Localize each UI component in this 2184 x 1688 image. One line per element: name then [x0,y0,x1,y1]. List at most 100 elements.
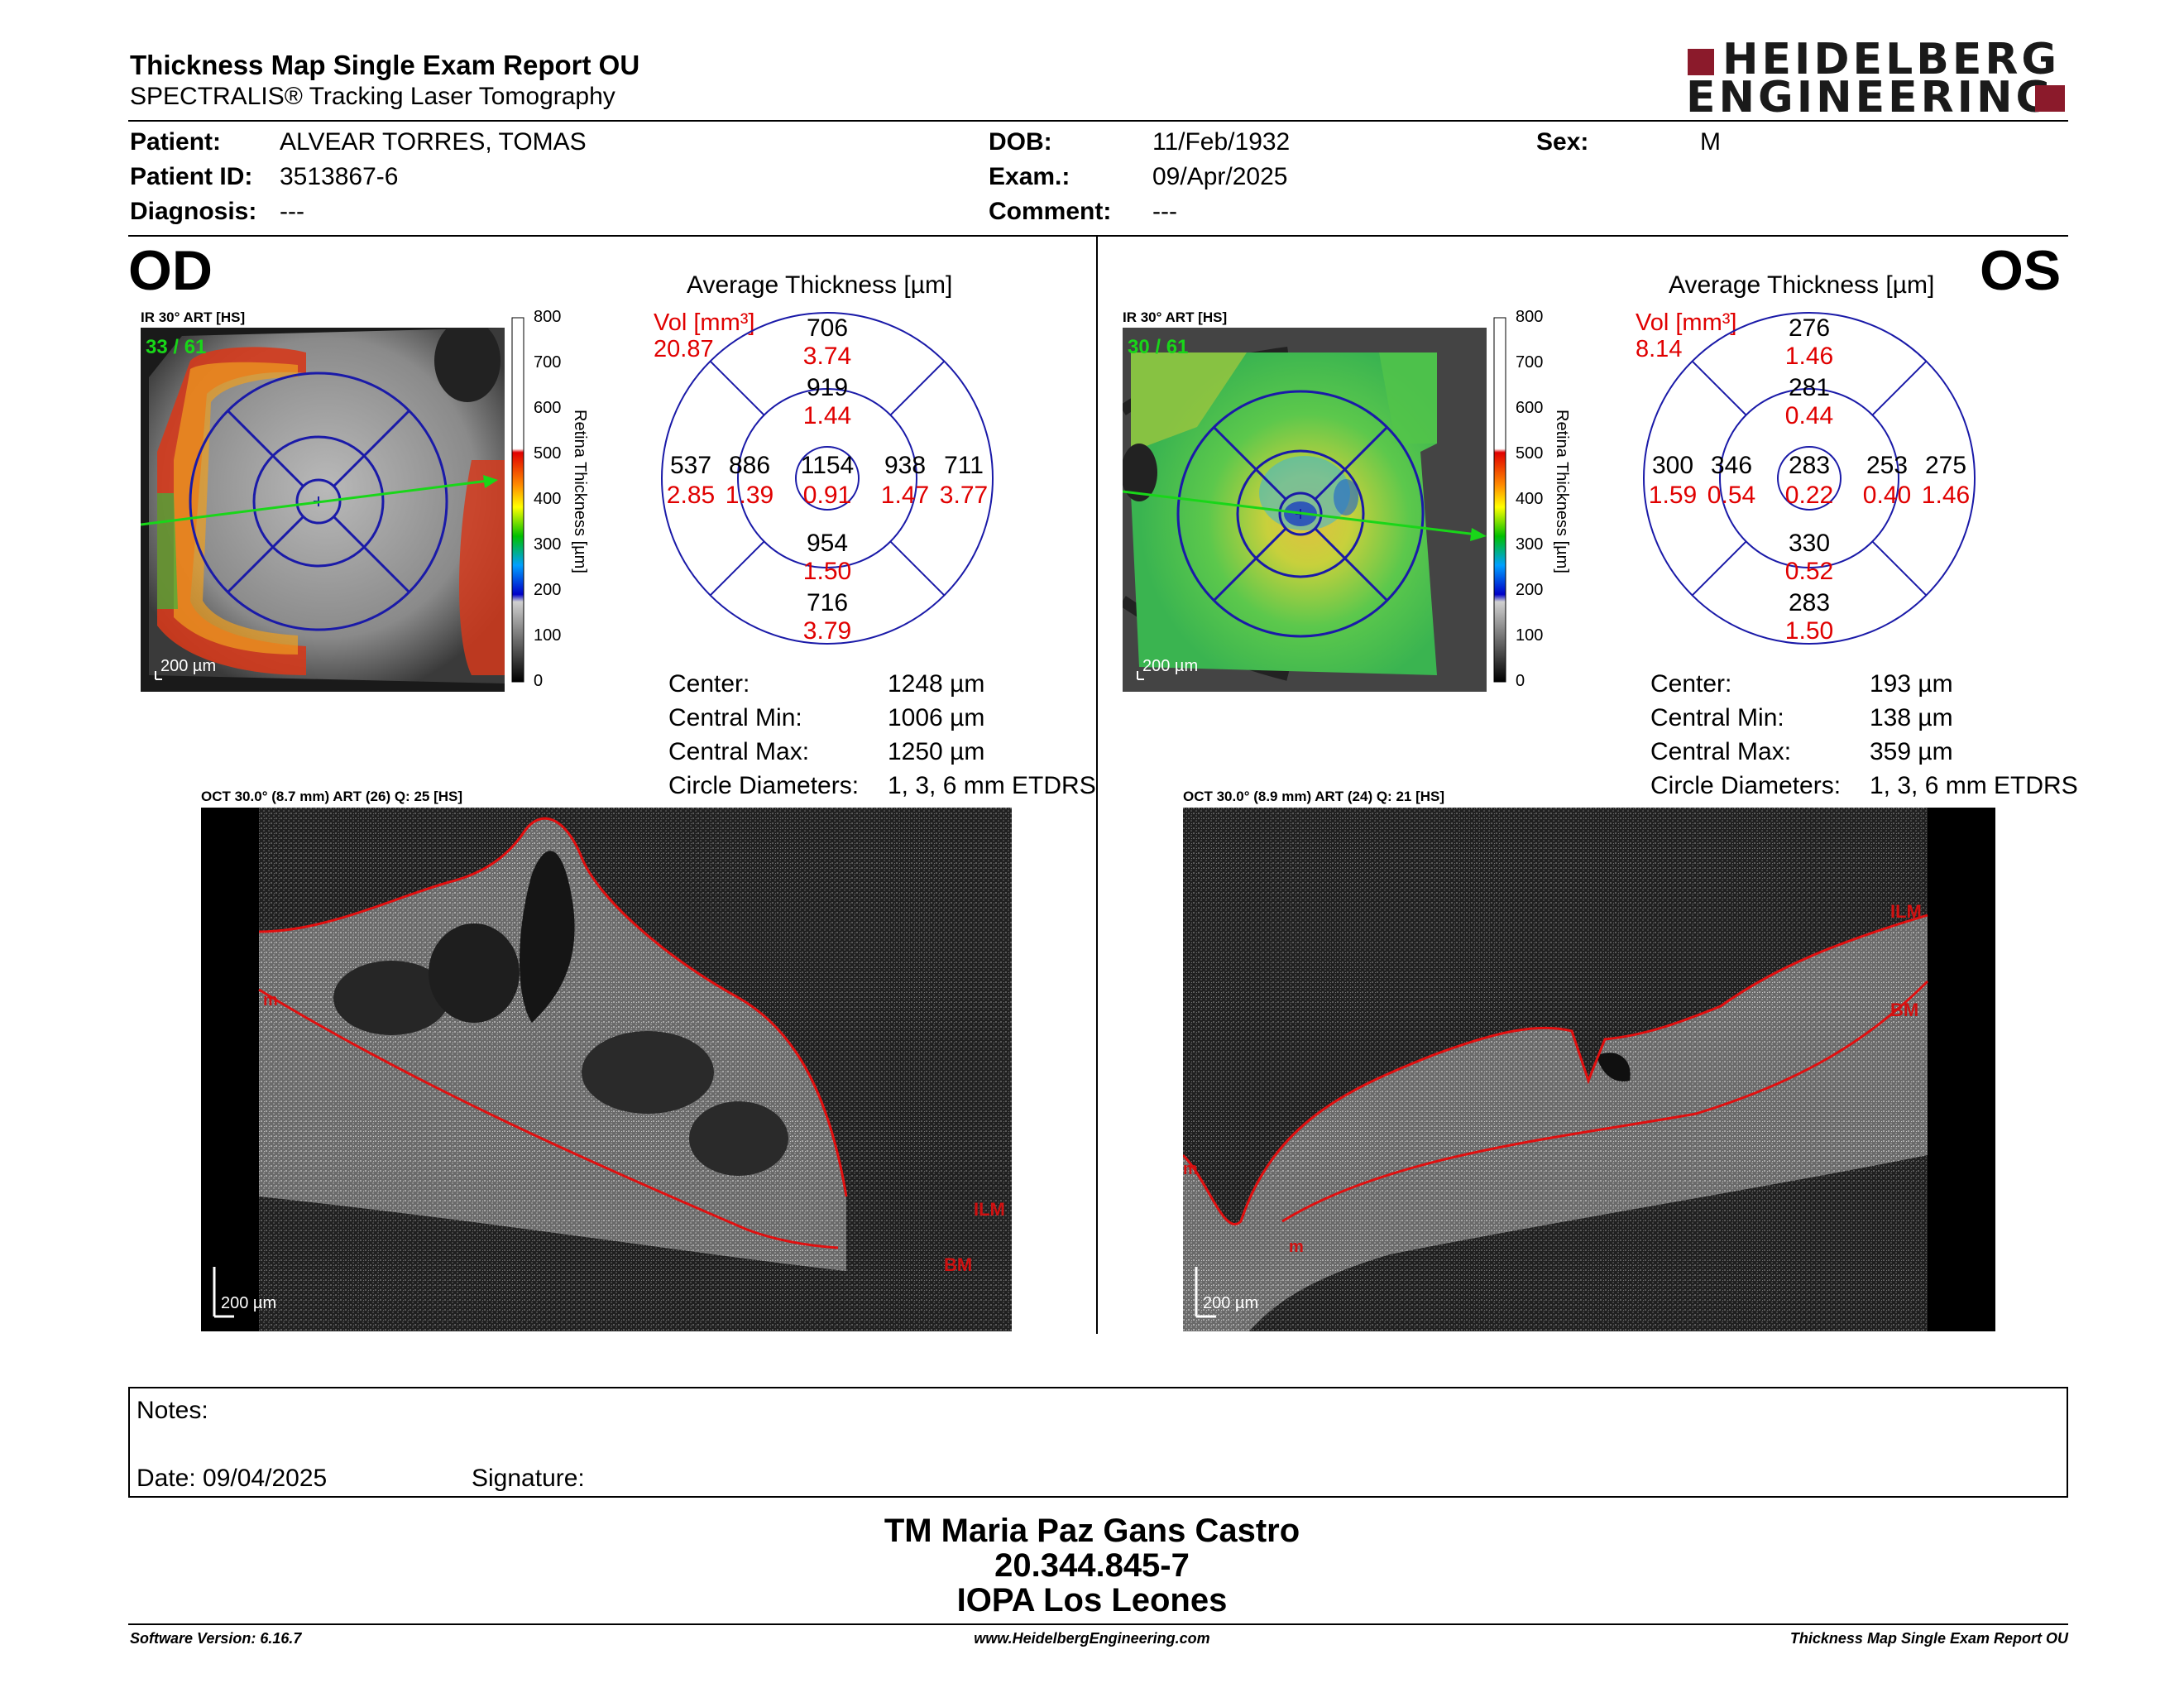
od-diam-value: 1, 3, 6 mm ETDRS [888,772,1096,799]
info-divider [128,235,2068,237]
od-scale-label: 200 µm [160,657,217,675]
footer-report-name: Thickness Map Single Exam Report OU [1789,1630,2068,1647]
os-tick-600: 600 [1516,399,1544,417]
os-right-inner: 253 [1866,452,1909,479]
eye-label-od: OD [128,239,213,302]
os-center-vol: 0.22 [1784,482,1834,509]
od-right-inner-vol: 1.47 [880,482,930,509]
od-bottom-outer: 716 [806,589,849,616]
eye-label-os: OS [1980,239,2062,302]
od-left-inner-vol: 1.39 [725,482,774,509]
os-tick-500: 500 [1516,444,1544,463]
os-left-inner-vol: 0.54 [1707,482,1756,509]
report-subtitle: SPECTRALIS® Tracking Laser Tomography [130,83,615,110]
od-top-inner-vol: 1.44 [802,402,852,429]
od-center-vol: 0.91 [802,482,852,509]
os-ir-caption: IR 30° ART [HS] [1123,309,1228,325]
dob: 11/Feb/1932 [1152,128,1291,156]
os-tick-200: 200 [1516,581,1544,599]
tick-500: 500 [534,444,562,463]
os-center-value: 193 µm [1870,670,1953,698]
os-vol-value: 8.14 [1636,336,1683,362]
od-left-inner: 886 [728,452,771,479]
od-frame-counter: 33 / 61 [146,336,207,358]
os-left-outer: 300 [1651,452,1694,479]
os-center-label: Center: [1650,670,1732,698]
os-thickness-map: 30 / 61 200 µm [1119,328,1487,692]
od-oct-ilm-label: ILM [974,1199,1005,1220]
os-oct-m2-label: m [1289,1238,1304,1256]
patient-id-label: Patient ID: [130,163,253,190]
os-oct-caption: OCT 30.0° (8.9 mm) ART (24) Q: 21 [HS] [1183,789,1445,804]
od-top-inner: 919 [806,374,849,401]
diagnosis-label: Diagnosis: [130,198,257,225]
tick-700: 700 [534,353,562,372]
footer-divider [128,1623,2068,1625]
os-tick-800: 800 [1516,308,1544,326]
website-link[interactable]: www.HeidelbergEngineering.com [974,1630,1210,1647]
tick-300: 300 [534,535,562,554]
od-center-label: Center: [668,670,750,698]
os-top-outer: 276 [1788,314,1831,342]
sex: M [1700,128,1721,156]
os-top-inner-vol: 0.44 [1784,402,1834,429]
od-etdrs-grid [661,312,994,645]
od-left-outer-vol: 2.85 [666,482,716,509]
os-top-inner: 281 [1788,374,1831,401]
od-bottom-inner: 954 [806,530,849,557]
od-oct-scale-label: 200 µm [221,1294,277,1312]
tick-800: 800 [534,308,562,326]
comment: --- [1152,198,1177,225]
os-etdrs-grid [1643,312,1976,645]
od-bottom-outer-vol: 3.79 [802,617,852,645]
os-oct-bm-label: BM [1890,1000,1919,1020]
logo-square-top [1688,49,1714,75]
os-right-outer-vol: 1.46 [1921,482,1971,509]
notes-label: Notes: [136,1397,208,1424]
tick-600: 600 [534,399,562,417]
os-oct-scan: m m ILM BM 200 µm [1183,808,1995,1331]
os-center: 283 [1788,452,1831,479]
od-center: 1154 [800,452,855,479]
os-tick-0: 0 [1516,672,1525,690]
os-colorbar [1493,317,1506,683]
od-center-value: 1248 µm [888,670,985,698]
od-oct-m-label: m [263,991,278,1009]
os-avg-title: Average Thickness [µm] [1669,271,1935,299]
comment-label: Comment: [989,198,1112,225]
os-frame-counter: 30 / 61 [1128,336,1189,358]
software-version: Software Version: 6.16.7 [130,1630,302,1647]
os-scale-label: 200 µm [1142,657,1199,675]
patient-name: ALVEAR TORRES, TOMAS [280,128,587,156]
od-max-value: 1250 µm [888,738,985,765]
od-right-outer: 711 [944,452,984,479]
report-title: Thickness Map Single Exam Report OU [130,50,640,80]
os-oct-ilm-label: ILM [1890,901,1922,922]
od-thickness-map: 33 / 61 200 µm [140,319,505,692]
od-diam-label: Circle Diameters: [668,772,860,799]
od-right-inner: 938 [884,452,927,479]
os-tick-400: 400 [1516,490,1544,508]
od-min-value: 1006 µm [888,704,985,731]
od-vol-value: 20.87 [654,336,714,362]
od-avg-title: Average Thickness [µm] [687,271,953,299]
signer-place: IOPA Los Leones [956,1582,1228,1618]
notes-box[interactable]: Notes: Date: 09/04/2025 Signature: [128,1387,2068,1498]
logo-square-bottom [2035,85,2065,112]
diagnosis: --- [280,198,304,225]
os-bottom-inner: 330 [1788,530,1831,557]
od-max-label: Central Max: [668,738,810,765]
dob-label: DOB: [989,128,1052,156]
os-min-label: Central Min: [1650,704,1784,731]
patient-label: Patient: [130,128,222,156]
exam-label: Exam.: [989,163,1070,190]
signature-label: Signature: [472,1465,585,1492]
od-oct-caption: OCT 30.0° (8.7 mm) ART (26) Q: 25 [HS] [201,789,463,804]
os-diam-value: 1, 3, 6 mm ETDRS [1870,772,2078,799]
os-left-outer-vol: 1.59 [1648,482,1698,509]
os-right-outer: 275 [1924,452,1967,479]
os-bottom-outer-vol: 1.50 [1784,617,1834,645]
od-bottom-inner-vol: 1.50 [802,558,852,585]
os-bottom-inner-vol: 0.52 [1784,558,1834,585]
od-oct-bm-label: BM [944,1254,973,1275]
